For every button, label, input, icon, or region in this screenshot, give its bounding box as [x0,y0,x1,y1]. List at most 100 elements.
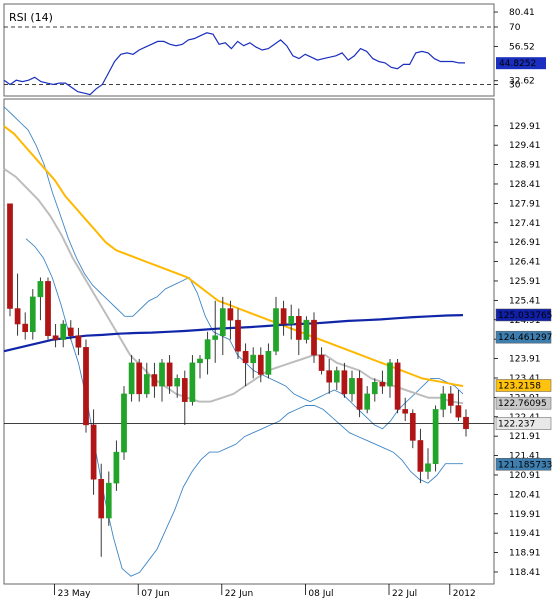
value-tag-bg [495,458,552,471]
bullish-candle [387,362,393,387]
price-tick-label: 126.91 [509,238,541,248]
bearish-candle [409,413,416,441]
price-tick-label: 119.91 [509,510,541,520]
date-tick-label: 22 Jul [392,589,417,599]
date-tick-label: 23 May [58,589,92,599]
price-tick-label: 125.41 [509,296,541,306]
value-tag-label: 124.461297 [498,333,552,343]
bearish-candle [22,323,29,333]
value-tag-bg [495,417,552,430]
value-tag-label: 122.237 [498,419,535,429]
bearish-candle [341,370,348,395]
price-tick-label: 128.41 [509,180,541,190]
rsi-current-value: 44.8252 [499,59,536,69]
price-tick-label: 128.91 [509,161,541,171]
rsi-tick-label: 80.41 [509,8,535,18]
bullish-candle [432,409,439,464]
bearish-candle [326,370,333,383]
bullish-candle [204,339,211,360]
price-tick-label: 121.41 [509,452,541,462]
bullish-candle [219,308,226,336]
bullish-candle [273,308,279,352]
bullish-candle [159,362,165,387]
bullish-candle [425,463,431,472]
price-tick-label: 120.91 [509,471,541,481]
bullish-candle [189,362,196,402]
value-tag-bg [495,308,552,322]
value-tag-bg [495,396,552,410]
date-tick-label: 08 Jul [308,589,333,599]
rsi-level-lines [4,26,494,85]
bullish-candle [349,378,355,395]
bullish-candle [37,281,44,298]
bearish-candle [280,308,287,325]
date-tick-label: 2012 [453,589,476,599]
bearish-candle [52,335,59,340]
gray-moving-average [3,167,464,405]
bullish-candle [174,378,181,387]
bullish-candle [364,393,371,410]
bearish-candle [455,405,462,418]
rsi-panel-frame [3,3,495,97]
price-tick-label: 119.41 [509,529,541,539]
bearish-candle [83,347,89,426]
price-tick-label: 127.41 [509,219,541,229]
bearish-candle [257,354,264,375]
bullish-candle [143,374,150,395]
price-tick-label: 123.91 [509,355,541,365]
bullish-candle [105,482,112,519]
bearish-candle [227,308,234,321]
bullish-candle [212,335,219,340]
price-tick-label: 120.41 [509,490,541,500]
bullish-candle [113,451,120,484]
value-tag-label: 121.185733 [498,460,552,470]
bearish-candle [417,440,424,472]
price-tick-label: 118.91 [509,549,541,559]
rsi-current-tag-bg [496,57,546,70]
value-tags: 125.033765 124.461297 123.2158 122.76095 122… [495,308,552,471]
rsi-line [3,32,465,96]
bearish-candle [447,393,454,406]
price-tick-label: 121.91 [509,432,541,442]
yellow-moving-average [3,125,464,388]
bullish-candle [29,296,36,333]
bearish-candle [136,362,143,395]
price-tick-label: 129.91 [509,122,541,132]
value-tag-label: 125.033765 [498,311,552,321]
price-tick-label: 126.41 [509,258,541,268]
price-panel: 129.91 129.41 128.91 128.41 127.91 127.41 126.… [3,98,552,599]
bullish-candle [440,393,447,410]
bearish-candle [295,316,302,340]
bearish-candle [75,335,82,348]
rsi-tick-label: 56.52 [509,42,535,52]
bullish-candle [288,316,295,325]
bullish-candle [121,393,127,453]
bearish-candle [45,281,51,336]
rsi-tick-label: 30 [509,81,521,91]
price-tick-label: 129.41 [509,141,541,151]
bearish-candle [98,478,105,519]
rsi-tick-label: 32.62 [509,77,535,87]
bullish-candle [197,358,203,364]
bearish-candle [7,203,13,309]
bearish-candle [402,409,409,414]
value-tag-bg [495,379,552,392]
bearish-candle [356,378,363,410]
bullish-candle [371,381,378,395]
bollinger-upper-band [3,106,464,430]
price-tick-label: 125.91 [509,277,541,287]
bullish-candle [60,323,67,340]
price-tick-label: 123.41 [509,374,541,384]
bearish-candle [242,350,249,364]
bearish-candle [90,424,97,480]
bullish-candle [250,354,257,364]
bullish-candle [265,350,272,375]
bearish-candle [14,308,21,325]
bearish-candle [463,416,469,430]
bearish-candle [379,381,386,387]
bearish-candle [67,327,74,336]
rsi-tick-label: 70 [509,23,521,33]
bullish-candle [333,370,340,383]
